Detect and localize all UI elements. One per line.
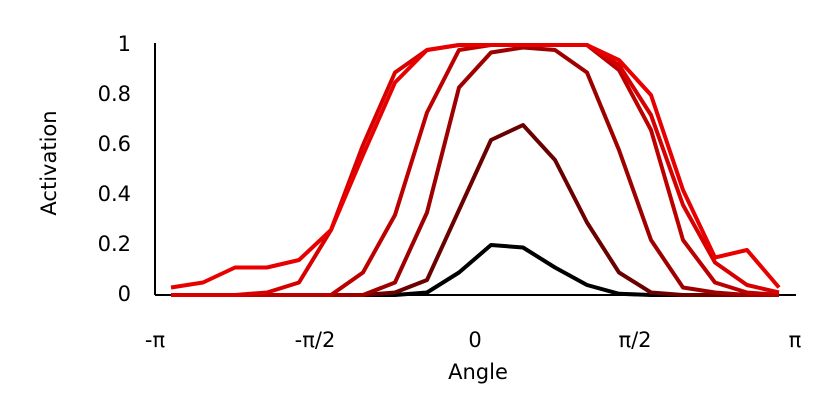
series-line [170,43,781,290]
y-tick-label: 1 [118,32,131,56]
series-line [171,43,780,297]
x-tick-label: π [789,328,802,352]
x-tick-label: -π [145,328,166,352]
y-tick-label: 0 [118,282,131,306]
y-tick-label: 0.6 [98,132,131,156]
y-tick-label: 0.8 [98,82,131,106]
x-tick-label: -π/2 [295,328,336,352]
x-tick-label: 0 [468,328,481,352]
x-axis-label: Angle [448,360,508,384]
y-axis-label: Activation [37,110,61,215]
y-tick-label: 0.2 [98,232,131,256]
y-tick-label: 0.4 [98,182,131,206]
x-tick-label: π/2 [618,328,651,352]
